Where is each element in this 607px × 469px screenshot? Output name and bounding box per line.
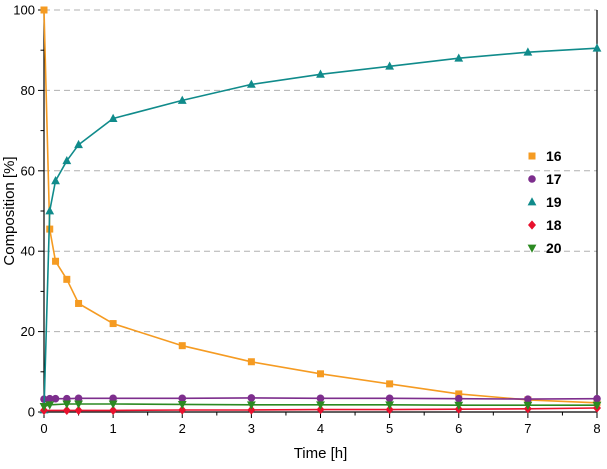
circle-marker bbox=[524, 395, 532, 403]
diamond-marker bbox=[74, 405, 83, 415]
legend-item-20: 20 bbox=[527, 240, 562, 256]
circle-marker bbox=[454, 394, 463, 403]
x-tick-label: 0 bbox=[40, 421, 47, 436]
triangle-down-marker bbox=[177, 400, 187, 410]
circle-marker bbox=[74, 394, 83, 403]
series-18 bbox=[40, 403, 601, 415]
triangle-down-marker bbox=[246, 401, 256, 410]
legend-label-19: 19 bbox=[546, 194, 562, 210]
circle-marker bbox=[593, 394, 601, 403]
triangle-up-marker bbox=[45, 206, 55, 215]
triangle-up-marker bbox=[51, 176, 60, 185]
diamond-marker bbox=[528, 220, 536, 230]
circle-marker bbox=[51, 394, 60, 403]
legend-item-17: 17 bbox=[528, 171, 562, 187]
triangle-up-marker bbox=[316, 69, 325, 78]
y-tick-label: 40 bbox=[21, 244, 35, 259]
diamond-marker bbox=[247, 405, 256, 415]
diamond-marker bbox=[385, 404, 394, 415]
legend: 16 17 19 18 20 bbox=[527, 148, 562, 256]
legend-label-16: 16 bbox=[546, 148, 562, 164]
circle-marker bbox=[109, 394, 117, 403]
x-tick-label: 1 bbox=[110, 421, 117, 436]
triangle-up-marker bbox=[454, 53, 464, 62]
series-17 bbox=[40, 394, 601, 403]
x-tick-label: 8 bbox=[593, 421, 600, 436]
triangle-up-marker bbox=[108, 113, 118, 122]
diamond-marker bbox=[62, 405, 71, 415]
y-tick-label: 60 bbox=[21, 163, 35, 178]
triangle-up-marker bbox=[74, 139, 83, 149]
diamond-marker bbox=[109, 405, 118, 415]
square-marker bbox=[63, 275, 71, 283]
diamond-marker bbox=[316, 404, 325, 415]
legend-label-20: 20 bbox=[546, 240, 562, 256]
triangle-down-marker bbox=[592, 401, 602, 410]
square-marker bbox=[455, 390, 463, 398]
circle-marker bbox=[528, 175, 536, 183]
triangle-up-marker bbox=[523, 47, 533, 56]
triangle-up-marker bbox=[592, 43, 602, 52]
x-tick-label: 4 bbox=[317, 421, 324, 436]
series-16 bbox=[40, 6, 601, 407]
legend-label-17: 17 bbox=[546, 171, 562, 187]
legend-item-18: 18 bbox=[528, 217, 562, 233]
triangle-up-marker bbox=[527, 197, 537, 206]
y-tick-label: 80 bbox=[21, 83, 35, 98]
legend-label-18: 18 bbox=[546, 217, 562, 233]
square-marker bbox=[52, 257, 60, 265]
square-marker bbox=[528, 152, 536, 160]
triangle-up-marker bbox=[385, 61, 395, 70]
triangle-down-marker bbox=[316, 401, 325, 410]
y-tick-label: 20 bbox=[21, 324, 35, 339]
y-axis-label: Composition [%] bbox=[1, 156, 18, 265]
triangle-down-marker bbox=[385, 401, 395, 410]
circle-marker bbox=[316, 394, 325, 403]
x-axis-label: Time [h] bbox=[294, 445, 348, 462]
triangle-up-marker bbox=[62, 155, 72, 165]
square-marker bbox=[109, 320, 117, 328]
square-marker bbox=[75, 299, 83, 307]
triangle-up-marker bbox=[246, 79, 256, 88]
triangle-down-marker bbox=[108, 400, 118, 409]
legend-item-19: 19 bbox=[527, 194, 562, 210]
circle-marker bbox=[45, 394, 54, 403]
triangle-down-marker bbox=[523, 401, 533, 410]
series-line-16 bbox=[43, 9, 598, 404]
square-marker bbox=[40, 6, 48, 14]
y-tick-label: 100 bbox=[13, 3, 35, 18]
triangle-up-marker bbox=[177, 95, 187, 104]
y-tick-label: 0 bbox=[28, 405, 35, 420]
circle-marker bbox=[385, 394, 394, 403]
x-tick-label: 3 bbox=[248, 421, 255, 436]
diamond-marker bbox=[178, 405, 187, 415]
series-line-20 bbox=[43, 403, 598, 408]
series-20 bbox=[39, 400, 602, 412]
x-tick-label: 5 bbox=[386, 421, 393, 436]
legend-item-16: 16 bbox=[528, 148, 562, 164]
x-tick-label: 2 bbox=[179, 421, 186, 436]
square-marker bbox=[178, 342, 186, 350]
x-tick-label: 6 bbox=[455, 421, 462, 436]
square-marker bbox=[386, 380, 394, 388]
circle-marker bbox=[247, 394, 256, 402]
square-marker bbox=[317, 370, 324, 378]
triangle-down-marker bbox=[62, 400, 72, 409]
triangle-down-marker bbox=[39, 402, 49, 412]
circle-marker bbox=[178, 394, 187, 403]
series-19 bbox=[39, 43, 602, 414]
series-line-19 bbox=[43, 47, 598, 411]
triangle-down-marker bbox=[74, 400, 83, 409]
square-marker bbox=[247, 358, 255, 366]
triangle-down-marker bbox=[527, 244, 537, 253]
triangle-down-marker bbox=[45, 401, 55, 410]
triangle-down-marker bbox=[454, 401, 464, 410]
x-tick-label: 7 bbox=[524, 421, 531, 436]
